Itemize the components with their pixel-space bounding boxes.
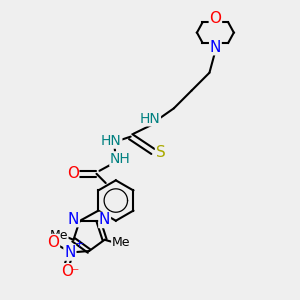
Text: +: +	[75, 239, 85, 249]
Text: N: N	[68, 212, 79, 226]
Text: S: S	[155, 146, 165, 160]
Text: Me: Me	[112, 236, 130, 249]
Text: O: O	[67, 166, 79, 181]
Text: O: O	[61, 264, 73, 279]
Text: N: N	[64, 245, 75, 260]
Text: HN: HN	[101, 134, 122, 148]
Text: HN: HN	[140, 112, 160, 126]
Text: N: N	[99, 212, 110, 227]
Text: Me: Me	[50, 229, 68, 242]
Text: ⁻: ⁻	[71, 266, 79, 280]
Text: NH: NH	[110, 152, 131, 166]
Text: N: N	[210, 40, 221, 55]
Text: O: O	[47, 235, 59, 250]
Text: O: O	[209, 11, 221, 26]
